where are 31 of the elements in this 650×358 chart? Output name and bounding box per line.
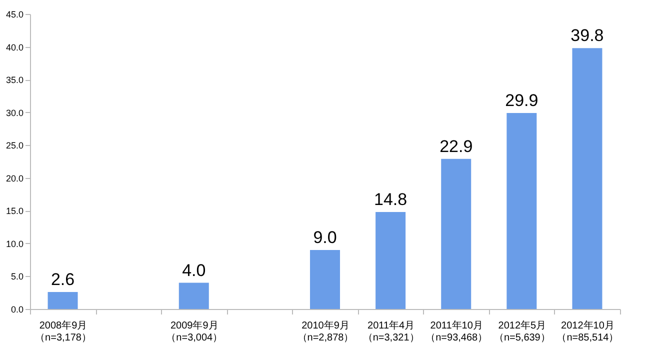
y-tick-label: 0.0: [10, 304, 24, 314]
y-tick-label: 40.0: [6, 42, 24, 52]
x-tick-label: 2011年10月（n=93,468）: [426, 320, 488, 344]
x-tick-label: 2012年5月（n=5,639）: [494, 320, 550, 344]
data-label: 39.8: [570, 26, 604, 46]
data-label: 2.6: [50, 270, 75, 289]
x-tick-label: 2012年10月（n=85,514）: [556, 320, 619, 344]
bar: [506, 112, 537, 309]
data-label: 9.0: [313, 228, 337, 247]
y-tick-label: 25.0: [6, 140, 24, 151]
y-tick-label: 15.0: [6, 206, 24, 216]
y-tick-label: 35.0: [6, 75, 24, 86]
bar: [572, 48, 602, 309]
x-tick-label: 2009年9月（n=3,004）: [166, 320, 223, 344]
bar: [441, 158, 472, 309]
y-tick-label: 45.0: [6, 10, 24, 20]
x-tick-label: 2008年9月（n=3,178）: [35, 320, 92, 344]
bar: [178, 282, 209, 309]
bar: [310, 250, 340, 309]
x-tick-label: 2010年9月（n=2,878）: [297, 320, 354, 344]
data-label: 14.8: [374, 190, 408, 209]
bar: [376, 212, 406, 309]
data-label: 29.9: [505, 90, 538, 110]
y-tick-label: 10.0: [6, 238, 24, 249]
bar: [48, 292, 78, 309]
data-label: 4.0: [182, 260, 206, 280]
x-tick-label: 2011年4月（n=3,321）: [362, 320, 420, 344]
y-tick-label: 20.0: [6, 173, 24, 184]
y-tick-label: 30.0: [6, 108, 24, 118]
data-label: 22.9: [440, 136, 473, 156]
y-tick-label: 5.0: [10, 272, 24, 282]
